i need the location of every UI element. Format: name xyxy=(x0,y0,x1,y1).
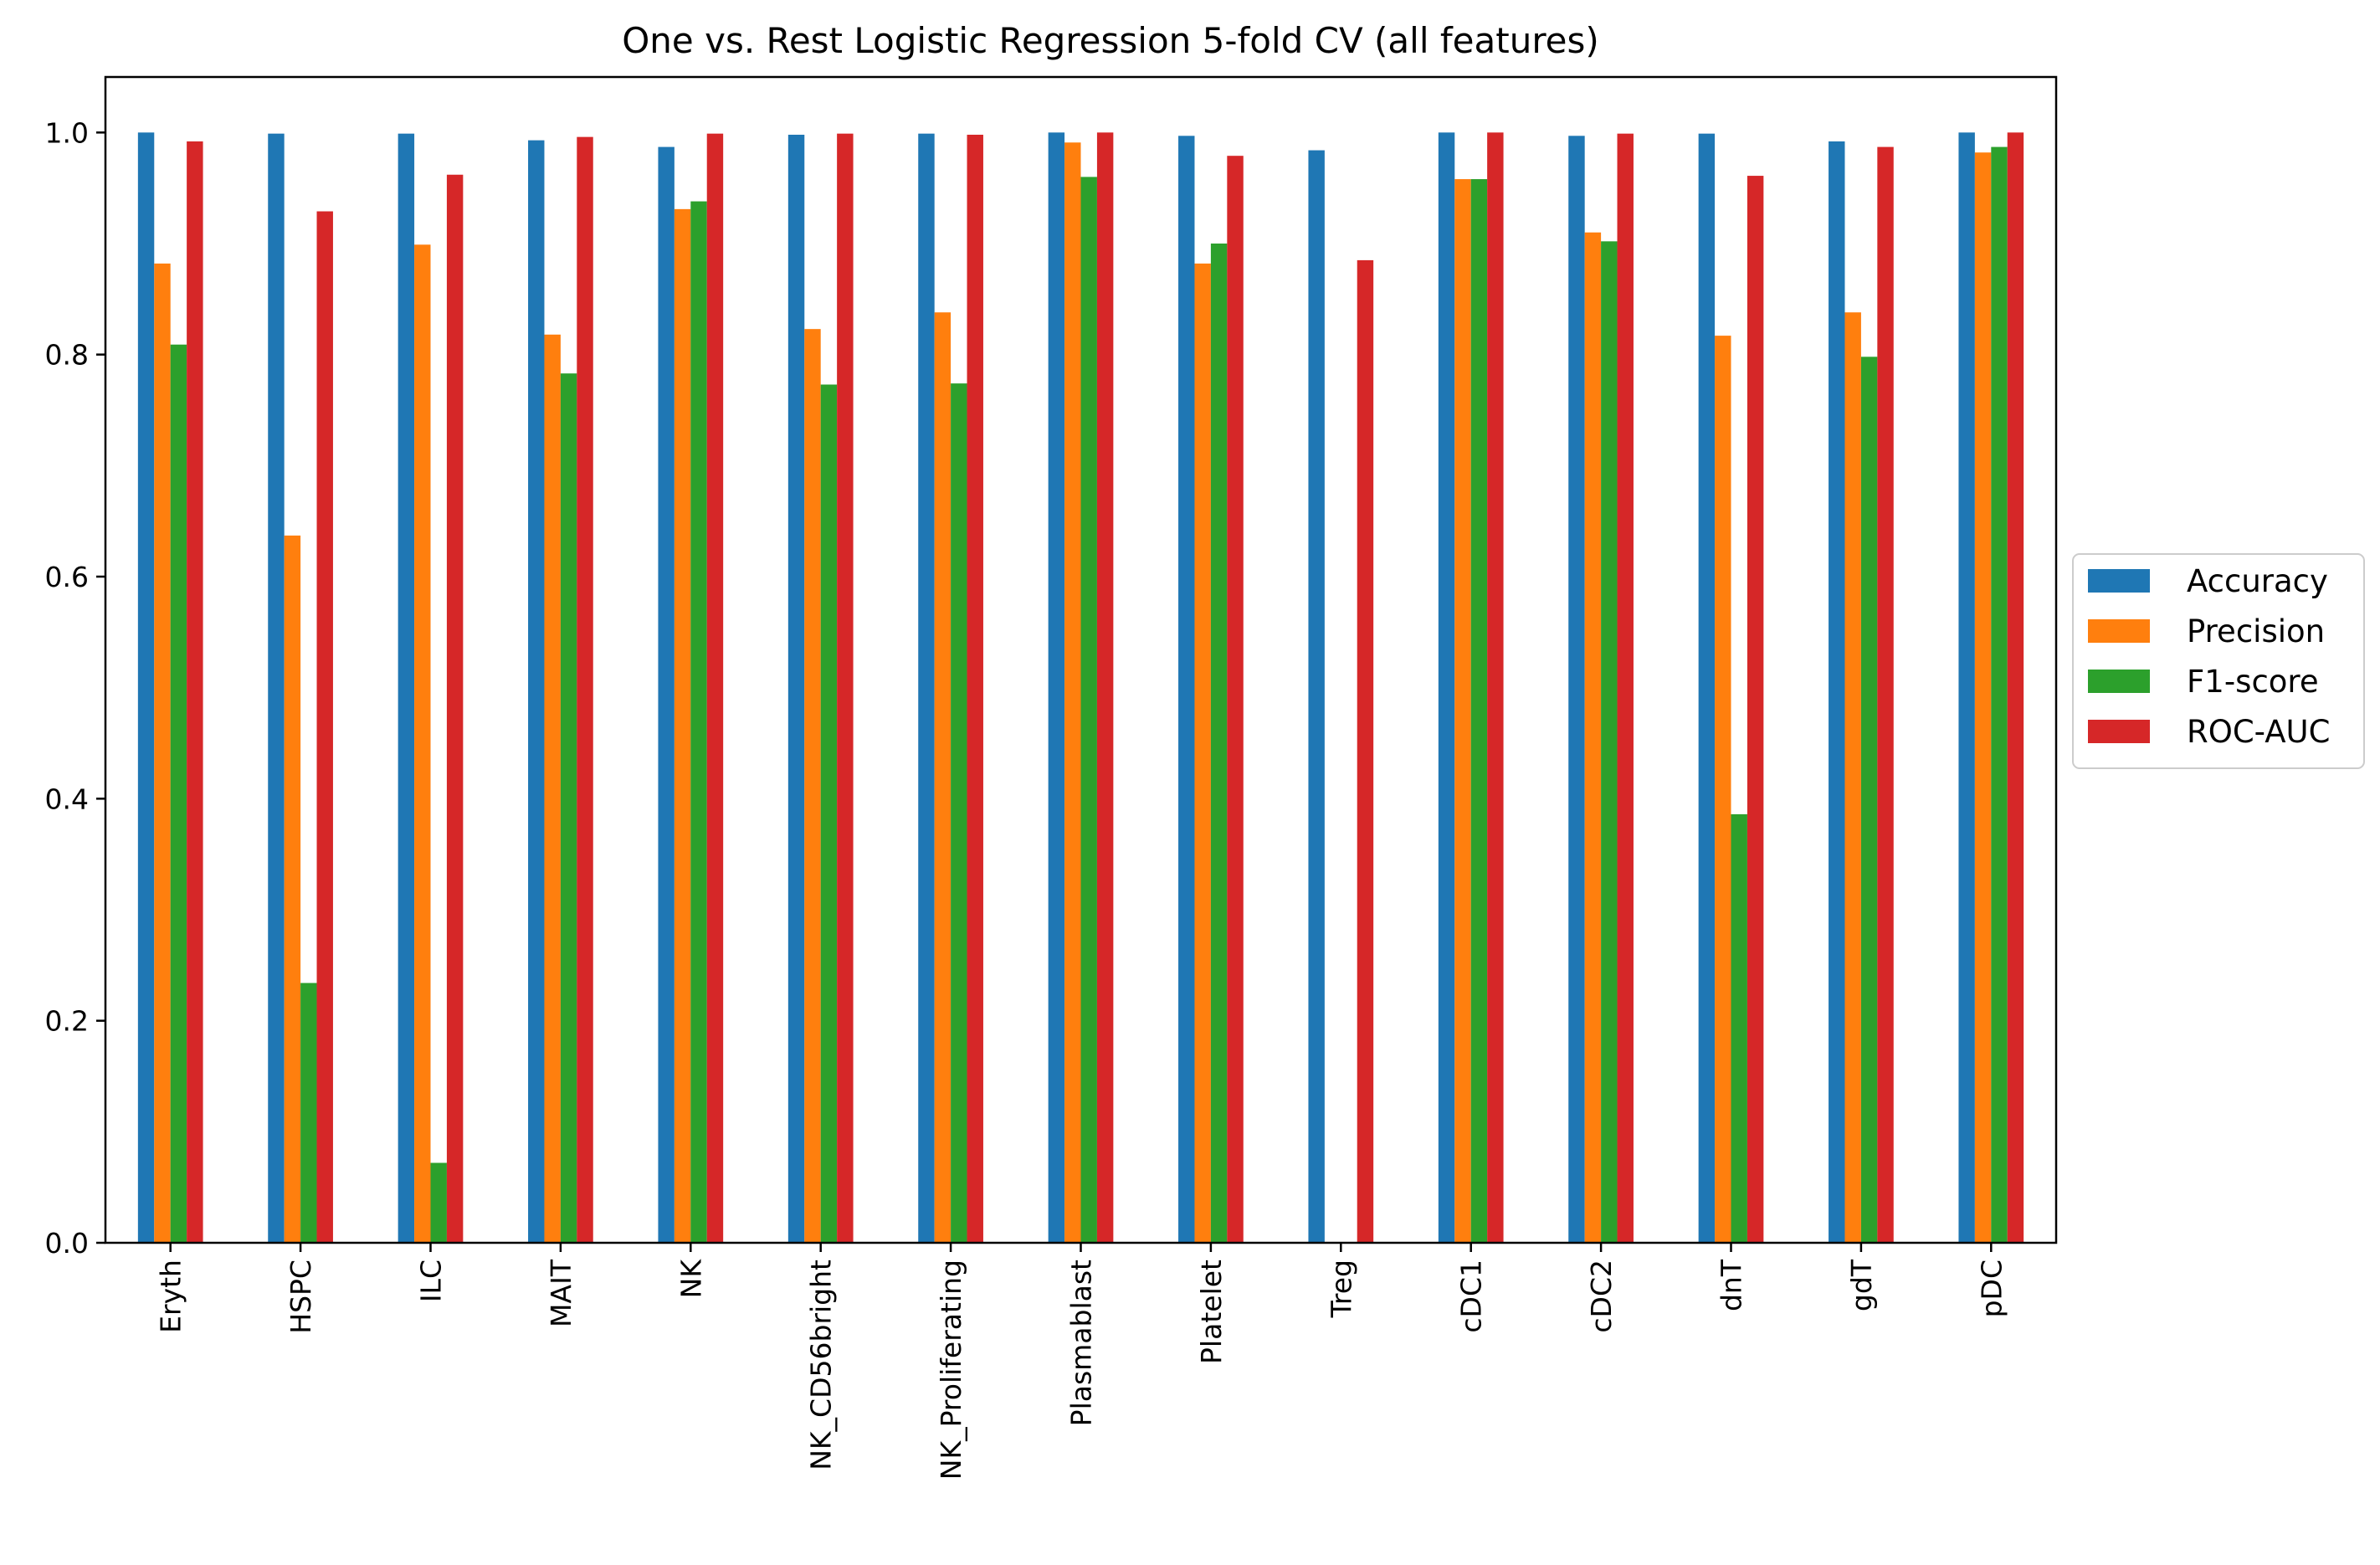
x-tick-label: dnT xyxy=(1716,1259,1748,1311)
bar-roc-auc-gdt xyxy=(1877,146,1894,1244)
x-tick-label: Treg xyxy=(1325,1260,1357,1318)
x-tick-label: HSPC xyxy=(285,1260,317,1334)
x-tick-label: Eryth xyxy=(155,1260,187,1333)
bar-accuracy-nk-proliferating xyxy=(918,133,935,1243)
bar-precision-nk-cd56bright xyxy=(804,329,821,1243)
legend-swatch xyxy=(2088,720,2150,743)
bar-accuracy-treg xyxy=(1308,150,1325,1243)
bar-roc-auc-eryth xyxy=(187,141,203,1244)
bar-f1-score-gdt xyxy=(1860,357,1878,1243)
bar-f1-score-pdc xyxy=(1991,146,2008,1244)
bar-roc-auc-plasmablast xyxy=(1096,132,1114,1244)
bar-f1-score-platelet xyxy=(1210,244,1228,1243)
bar-accuracy-plasmablast xyxy=(1048,132,1065,1244)
legend: Accuracy Precision F1-score ROC-AUC xyxy=(2072,553,2365,769)
x-tick-label: ILC xyxy=(415,1260,448,1302)
bar-roc-auc-pdc xyxy=(2007,132,2024,1244)
bar-accuracy-ilc xyxy=(398,133,415,1243)
bar-f1-score-cdc1 xyxy=(1470,179,1488,1243)
bar-f1-score-eryth xyxy=(170,344,187,1244)
y-tick-label: 0.2 xyxy=(45,1005,89,1038)
bar-accuracy-nk xyxy=(658,146,675,1244)
bar-precision-cdc2 xyxy=(1584,232,1602,1244)
bars-group xyxy=(137,132,2024,1244)
legend-label: F1-score xyxy=(2187,664,2319,700)
legend-swatch xyxy=(2088,619,2150,643)
y-axis: 0.0 0.2 0.4 0.6 0.8 1.0 xyxy=(45,116,105,1260)
bar-precision-gdt xyxy=(1844,312,1861,1243)
y-tick-label: 0.8 xyxy=(45,339,89,372)
x-tick-label: gdT xyxy=(1845,1259,1878,1311)
bar-f1-score-plasmablast xyxy=(1080,177,1097,1243)
bar-roc-auc-cdc2 xyxy=(1617,133,1634,1243)
y-tick-label: 0.0 xyxy=(45,1227,89,1260)
x-tick-label: MAIT xyxy=(545,1259,577,1327)
bar-roc-auc-mait xyxy=(577,136,593,1243)
bar-accuracy-eryth xyxy=(137,132,155,1244)
bar-precision-ilc xyxy=(414,244,431,1244)
bar-accuracy-pdc xyxy=(1958,132,1975,1244)
bar-precision-plasmablast xyxy=(1064,142,1081,1243)
x-tick-label: Plasmablast xyxy=(1065,1260,1098,1426)
legend-swatch xyxy=(2088,670,2150,693)
bar-f1-score-nk-proliferating xyxy=(951,383,967,1243)
bar-precision-platelet xyxy=(1194,263,1211,1243)
bar-accuracy-dnt xyxy=(1698,133,1716,1243)
bar-accuracy-platelet xyxy=(1178,136,1195,1243)
y-tick-label: 0.4 xyxy=(45,782,89,815)
x-tick-label: NK xyxy=(675,1259,707,1299)
bar-f1-score-ilc xyxy=(430,1162,447,1243)
x-tick-label: cDC1 xyxy=(1455,1260,1488,1333)
bar-accuracy-hspc xyxy=(268,133,285,1243)
legend-label: Precision xyxy=(2187,613,2325,649)
bar-roc-auc-ilc xyxy=(446,174,464,1243)
bar-accuracy-cdc1 xyxy=(1438,132,1455,1244)
x-tick-label: Platelet xyxy=(1195,1260,1228,1364)
bar-roc-auc-dnt xyxy=(1747,176,1764,1243)
bar-roc-auc-hspc xyxy=(316,211,333,1243)
bar-accuracy-cdc2 xyxy=(1568,136,1585,1243)
bar-accuracy-nk-cd56bright xyxy=(787,134,805,1244)
bar-precision-nk xyxy=(674,208,691,1243)
bar-roc-auc-nk-cd56bright xyxy=(837,133,854,1243)
x-tick-label: pDC xyxy=(1975,1260,2008,1317)
bar-f1-score-nk-cd56bright xyxy=(820,384,838,1243)
x-tick-label: NK_Proliferating xyxy=(935,1260,967,1480)
x-tick-label: cDC2 xyxy=(1585,1260,1618,1333)
bar-f1-score-nk xyxy=(690,201,707,1244)
bar-precision-cdc1 xyxy=(1454,179,1471,1243)
bar-f1-score-mait xyxy=(560,373,577,1244)
bar-precision-nk-proliferating xyxy=(934,312,951,1243)
bar-roc-auc-nk xyxy=(706,133,724,1243)
bar-roc-auc-platelet xyxy=(1227,156,1244,1244)
bar-roc-auc-nk-proliferating xyxy=(967,134,983,1244)
bar-precision-mait xyxy=(544,334,561,1243)
y-tick-label: 0.6 xyxy=(45,561,89,593)
bar-roc-auc-cdc1 xyxy=(1487,132,1504,1244)
y-tick-label: 1.0 xyxy=(45,116,89,149)
x-tick-label: NK_CD56bright xyxy=(805,1260,838,1470)
bar-precision-pdc xyxy=(1974,152,1992,1244)
legend-swatch xyxy=(2088,569,2150,593)
bar-f1-score-cdc2 xyxy=(1601,241,1618,1244)
bar-roc-auc-treg xyxy=(1357,259,1374,1243)
legend-label: Accuracy xyxy=(2187,563,2328,599)
bar-precision-hspc xyxy=(284,535,301,1243)
bar-f1-score-dnt xyxy=(1731,813,1747,1243)
legend-frame xyxy=(2072,553,2365,769)
chart-title: One vs. Rest Logistic Regression 5-fold … xyxy=(622,20,1599,61)
legend-label: ROC-AUC xyxy=(2187,714,2330,750)
bar-f1-score-hspc xyxy=(300,983,317,1243)
x-axis: Eryth HSPC ILC MAIT NK NK_CD56bright NK_Prolif… xyxy=(155,1243,2008,1480)
bar-precision-dnt xyxy=(1715,336,1731,1243)
bar-accuracy-gdt xyxy=(1829,141,1845,1244)
bar-accuracy-mait xyxy=(528,140,545,1243)
bar-precision-eryth xyxy=(154,263,171,1243)
